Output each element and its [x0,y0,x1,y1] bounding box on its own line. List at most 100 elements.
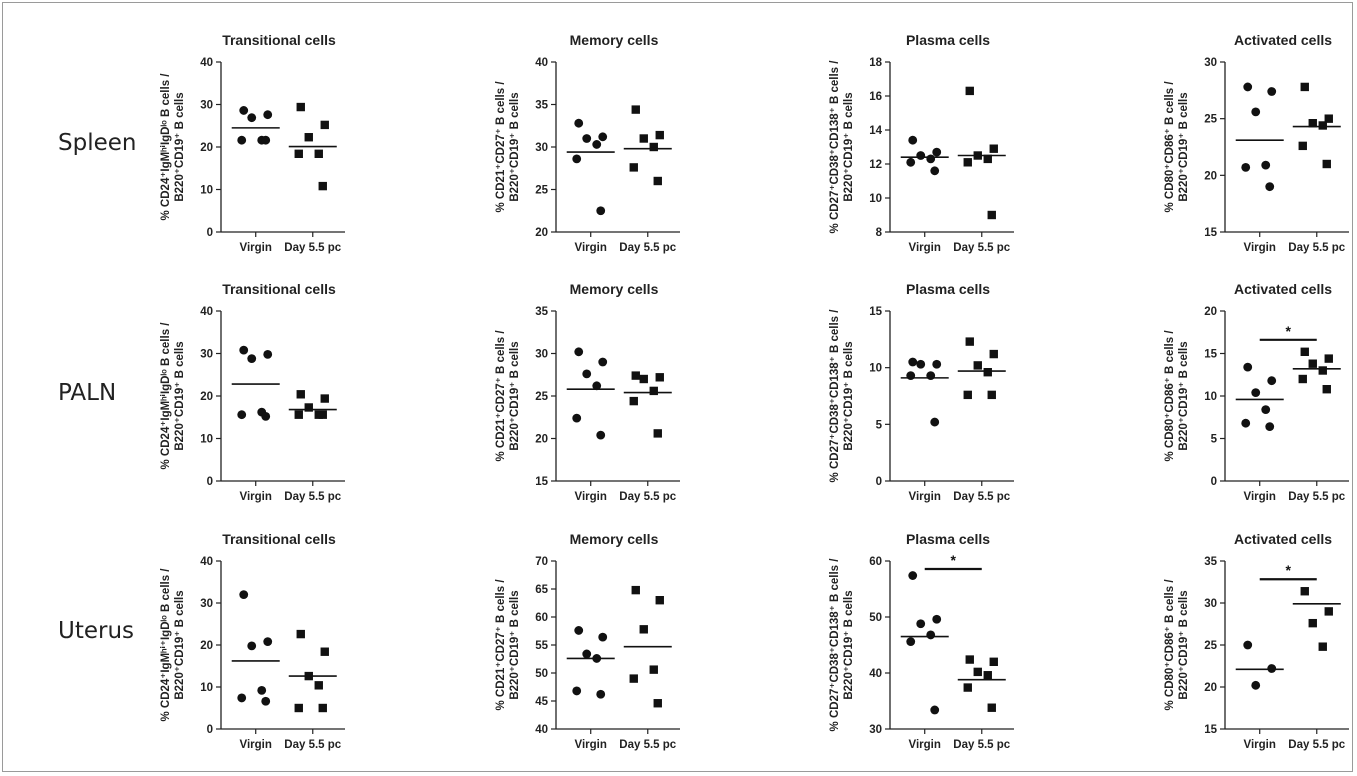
data-point-virgin [574,118,584,128]
data-point-virgin [1251,388,1261,397]
data-point-virgin [1267,664,1277,673]
y-tick-label: 30 [200,100,213,112]
y-axis-label: % CD80⁺CD86⁺ B cells / [1164,330,1176,462]
y-tick-label: 30 [1204,57,1217,69]
y-axis-label: % CD80⁺CD86⁺ B cells / [1164,579,1176,711]
y-axis-label: % CD27⁺CD38⁺CD138⁺ B cells / [829,309,841,483]
data-point-day-5-5-pc [1308,119,1317,128]
y-axis-label: % CD27⁺CD38⁺CD138⁺ B cells / [829,558,841,732]
data-point-virgin [263,637,273,647]
significance-star: * [1286,323,1292,339]
plot-uterus-memory-cells: Memory cells 40 45 50 55 60 65 70 Virgin Day 5.5 … [495,531,680,751]
data-point-virgin [908,357,918,367]
data-point-virgin [1243,640,1253,650]
y-tick-label: 10 [200,682,213,694]
data-point-day-5-5-pc [649,142,658,152]
y-tick-label: 25 [535,391,548,403]
data-point-day-5-5-pc [1318,121,1327,130]
y-axis-label: B220⁺CD19⁺ B cells [1178,590,1190,699]
plot-title: Memory cells [570,281,659,297]
data-point-day-5-5-pc [649,665,658,674]
y-tick-label: 10 [869,193,882,205]
x-tick-label: Day 5.5 pc [619,739,676,751]
y-tick-label: 12 [869,159,882,171]
data-point-virgin [582,649,592,659]
data-point-virgin [598,357,608,367]
y-tick-label: 16 [869,91,882,103]
data-point-day-5-5-pc [314,149,323,158]
data-point-virgin [906,157,916,167]
y-tick-label: 20 [200,640,213,652]
data-point-day-5-5-pc [1308,618,1317,628]
y-tick-label: 35 [1204,556,1217,568]
y-axis-label: % CD24⁺IgMʰⁱIgDˡᵒ B cells / [160,322,172,470]
data-point-virgin [1241,163,1251,172]
data-point-virgin [932,147,942,157]
data-point-day-5-5-pc [653,699,662,708]
data-point-day-5-5-pc [639,134,648,143]
y-tick-label: 5 [876,419,883,431]
y-axis-label: % CD21⁺CD27⁺ B cells / [495,81,507,213]
y-tick-label: 0 [1211,476,1217,488]
data-point-virgin [572,686,582,696]
y-axis-label: B220⁺CD19⁺ B cells [174,92,186,201]
y-tick-label: 25 [535,185,548,197]
data-point-day-5-5-pc [296,390,305,399]
data-point-day-5-5-pc [629,674,638,683]
y-tick-label: 40 [200,556,213,568]
y-tick-label: 60 [535,612,548,624]
data-point-day-5-5-pc [629,396,638,406]
data-point-day-5-5-pc [320,647,329,656]
data-point-virgin [239,106,249,115]
y-tick-label: 30 [200,598,213,610]
y-tick-label: 15 [869,306,882,318]
data-point-day-5-5-pc [639,625,648,634]
x-tick-label: Day 5.5 pc [284,739,341,751]
y-tick-label: 70 [535,556,548,568]
y-tick-label: 20 [200,142,213,154]
data-point-virgin [247,641,257,651]
data-point-virgin [1261,405,1271,414]
data-point-day-5-5-pc [1324,607,1333,616]
x-tick-label: Day 5.5 pc [619,491,676,503]
y-tick-label: 55 [535,640,548,652]
data-point-day-5-5-pc [304,403,313,412]
row-label-paln: PALN [58,380,117,406]
y-tick-label: 40 [869,668,882,680]
plot-uterus-plasma-cells: Plasma cells 30 40 50 60 Virgin Day 5.5 pc % CD… [829,531,1014,751]
data-point-virgin [1265,422,1275,431]
y-tick-label: 35 [535,100,548,112]
data-point-virgin [1267,376,1277,386]
y-tick-label: 65 [535,584,548,596]
x-tick-label: Day 5.5 pc [953,491,1010,503]
data-point-virgin [592,140,602,149]
x-tick-label: Day 5.5 pc [284,491,341,503]
data-point-virgin [1267,87,1277,96]
y-axis-label: B220⁺CD19⁺ B cells [843,341,855,450]
y-tick-label: 14 [869,125,882,137]
x-tick-label: Virgin [1244,491,1276,503]
plot-title: Memory cells [570,531,659,547]
y-axis-label: B220⁺CD19⁺ B cells [174,590,186,699]
data-point-day-5-5-pc [294,410,303,419]
plot-title: Activated cells [1234,281,1332,297]
plot-uterus-activated-cells: Activated cells 15 20 25 30 35 Virgin Day 5.5 p… [1164,531,1349,751]
y-axis-label: % CD21⁺CD27⁺ B cells / [495,330,507,462]
y-tick-label: 0 [207,476,213,488]
data-point-virgin [263,349,273,359]
y-tick-label: 10 [200,434,213,446]
data-point-day-5-5-pc [1322,159,1331,169]
data-point-day-5-5-pc [983,671,992,680]
data-point-virgin [916,619,926,629]
data-point-day-5-5-pc [1298,141,1307,151]
data-point-day-5-5-pc [653,429,662,438]
x-tick-label: Day 5.5 pc [1288,242,1345,254]
data-point-day-5-5-pc [296,629,305,639]
y-axis-label: % CD80⁺CD86⁺ B cells / [1164,81,1176,213]
y-axis-label: B220⁺CD19⁺ B cells [509,590,521,699]
data-point-day-5-5-pc [1318,366,1327,375]
y-axis-label: B220⁺CD19⁺ B cells [843,590,855,699]
data-point-virgin [930,417,940,427]
y-tick-label: 10 [869,363,882,375]
data-point-virgin [598,632,608,642]
